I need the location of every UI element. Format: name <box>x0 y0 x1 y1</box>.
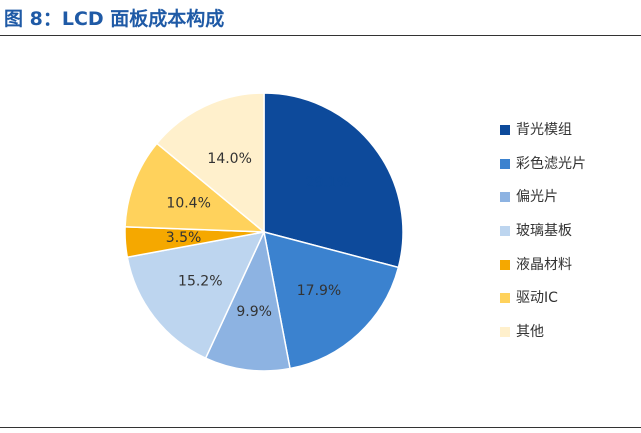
legend-swatch <box>500 125 510 135</box>
slice-label-0: 29.1% <box>306 175 350 191</box>
legend-item-1: 彩色滤光片 <box>500 155 635 189</box>
legend: 背光模组彩色滤光片偏光片玻璃基板液晶材料驱动IC 其他 <box>500 121 635 357</box>
legend-item-2: 偏光片 <box>500 188 635 222</box>
slice-label-3: 15.2% <box>178 273 222 289</box>
legend-item-4: 液晶材料 <box>500 256 635 290</box>
legend-label: 背光模组 <box>516 122 572 138</box>
legend-label: 驱动IC <box>516 290 558 307</box>
legend-item-0: 背光模组 <box>500 121 635 155</box>
pie-slice-3 <box>126 230 266 360</box>
slice-label-2: 9.9% <box>236 304 272 320</box>
legend-swatch <box>500 226 510 237</box>
top-divider <box>0 35 641 36</box>
slice-label-5: 10.4% <box>166 195 210 211</box>
legend-swatch <box>500 158 510 169</box>
legend-swatch <box>500 327 510 338</box>
legend-swatch <box>500 259 510 270</box>
legend-swatch <box>500 192 510 203</box>
legend-label: 液晶材料 <box>516 256 572 273</box>
legend-item-3: 玻璃基板 <box>500 222 635 256</box>
slice-label-1: 17.9% <box>297 283 341 299</box>
legend-label: 玻璃基板 <box>516 223 572 240</box>
bottom-divider <box>0 427 641 428</box>
legend-label: 彩色滤光片 <box>516 155 586 172</box>
pie-slice-0 <box>263 92 404 269</box>
pie-slice-6 <box>155 92 265 234</box>
legend-item-6: 其他 <box>500 323 635 357</box>
legend-label: 偏光片 <box>516 189 558 206</box>
legend-item-5: 驱动IC <box>500 289 635 323</box>
pie-slice-1 <box>263 230 400 370</box>
slice-label-6: 14.0% <box>207 151 251 167</box>
chart-title: 图 8：LCD 面板成本构成 <box>4 8 225 30</box>
pie-slice-5 <box>124 142 267 233</box>
pie-slice-2 <box>204 229 291 372</box>
slice-label-4: 3.5% <box>166 230 202 246</box>
legend-swatch <box>500 293 510 304</box>
legend-label: 其他 <box>516 324 544 341</box>
